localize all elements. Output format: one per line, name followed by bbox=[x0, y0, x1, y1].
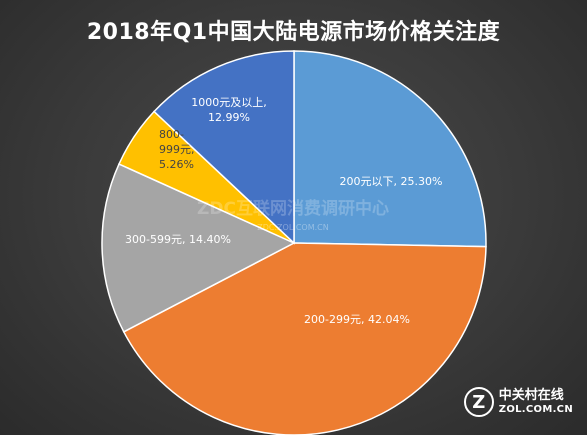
slice-label: 1000元及以上, 12.99% bbox=[191, 96, 267, 124]
zol-logo: Z 中关村在线 ZOL.COM.CN bbox=[463, 387, 573, 417]
watermark-sub: ZDC.ZOL.COM.CN bbox=[257, 223, 328, 232]
slice-label: 200-299元, 42.04% bbox=[304, 313, 410, 326]
zol-logo-icon: Z bbox=[463, 387, 494, 417]
pie-slice bbox=[101, 163, 296, 333]
zol-logo-text: 中关村在线 ZOL.COM.CN bbox=[498, 387, 573, 415]
slice-label: 200元以下, 25.30% bbox=[340, 175, 443, 188]
pie-slices bbox=[101, 50, 487, 435]
slice-label: 300-599元, 14.40% bbox=[125, 233, 231, 246]
pie-slice bbox=[293, 50, 487, 248]
pie-labels: 200元以下, 25.30% 200-299元, 42.04% 300-599元, … bbox=[125, 96, 442, 326]
logo-en: ZOL.COM.CN bbox=[498, 403, 573, 415]
watermark-main: ZDC互联网消费调研中心 bbox=[197, 198, 389, 219]
chart-title: 2018年Q1中国大陆电源市场价格关注度 bbox=[86, 20, 501, 45]
pie-slice bbox=[153, 50, 295, 245]
logo-cn: 中关村在线 bbox=[498, 387, 564, 403]
slice-label: 800-999元, 5.26% bbox=[159, 128, 195, 171]
pie-slice bbox=[122, 242, 487, 435]
